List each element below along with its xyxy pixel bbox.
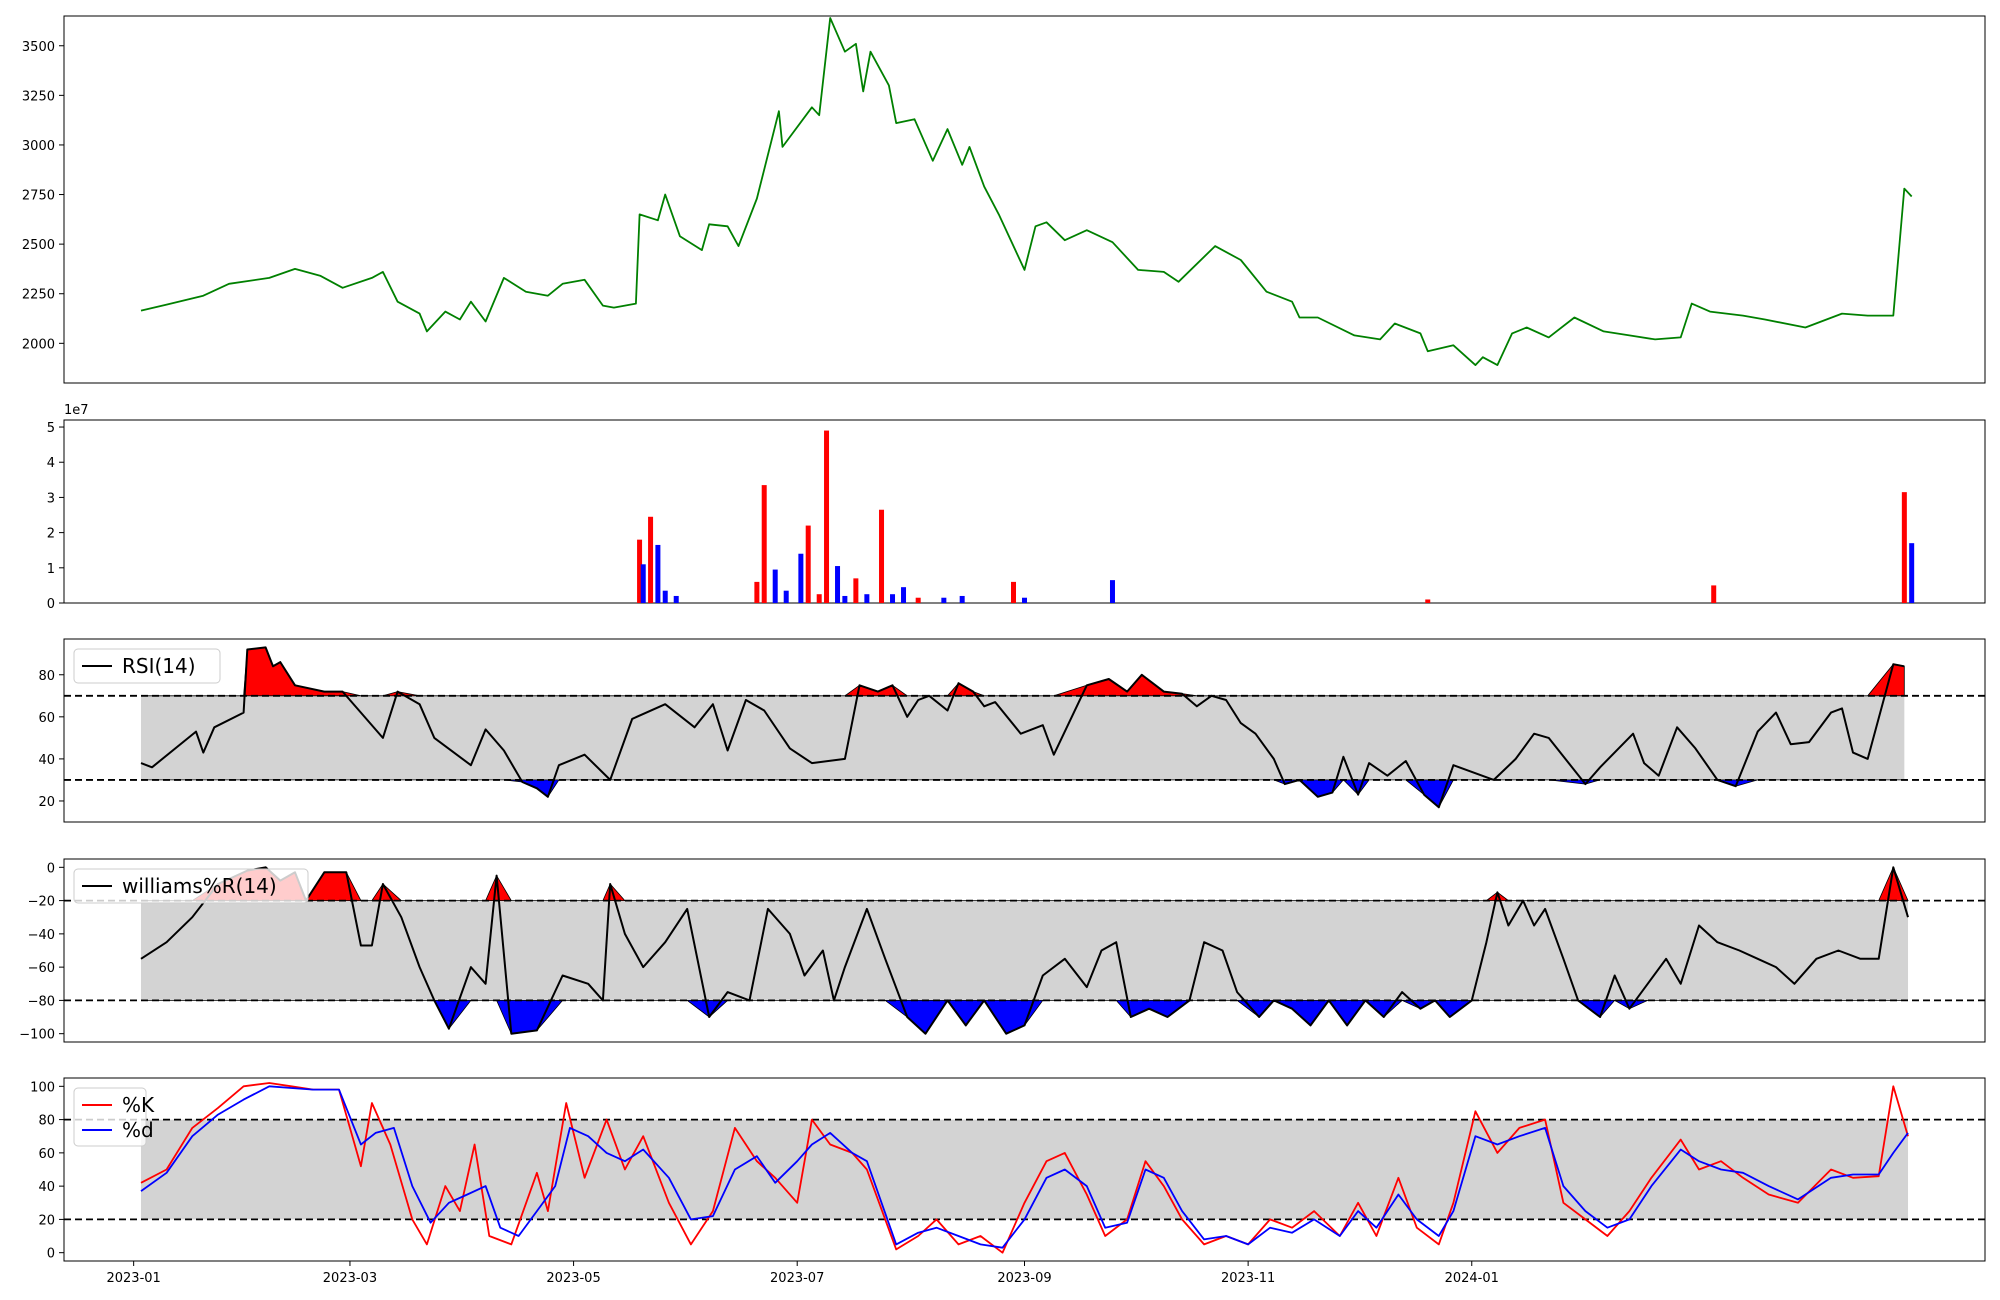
volume-bar: [941, 597, 947, 603]
volume-bar: [842, 595, 848, 603]
williams-frame: [63, 858, 1986, 1043]
volume-bar: [673, 595, 679, 603]
volume-bar: [637, 539, 643, 603]
volume-offset-label: 1e7: [64, 403, 89, 418]
volume-bar: [835, 566, 841, 603]
rsi-frame: [63, 638, 1986, 823]
y-tick-label: 2500: [22, 238, 55, 253]
y-tick-label: 80: [38, 669, 55, 684]
y-tick-label: −80: [28, 994, 55, 1009]
volume-bar: [798, 553, 804, 603]
x-tick-label: 2023-09: [997, 1271, 1051, 1286]
volume-bar: [648, 516, 654, 603]
volume-bar: [1909, 543, 1915, 603]
price-line: [140, 17, 1913, 367]
volume-bar: [864, 594, 870, 603]
y-tick-label: 3: [47, 491, 55, 506]
d-line: [140, 1085, 1909, 1249]
volume-bar: [959, 595, 965, 603]
y-tick-label: 3000: [22, 139, 55, 154]
y-tick-label: 40: [38, 1180, 55, 1195]
legend-label: williams%R(14): [122, 874, 277, 898]
x-tick-label: 2023-11: [1221, 1271, 1275, 1286]
y-tick-label: 0: [47, 1247, 55, 1262]
y-tick-label: 2000: [22, 337, 55, 352]
y-tick-label: −100: [19, 1028, 55, 1043]
volume-bar: [655, 544, 661, 603]
legend-label: RSI(14): [122, 654, 196, 678]
x-tick-label: 2023-05: [546, 1271, 600, 1286]
volume-bar: [853, 578, 859, 603]
volume-bar: [1022, 597, 1027, 603]
y-tick-label: 100: [30, 1080, 55, 1095]
y-tick-label: 3500: [22, 40, 55, 55]
volume-bar: [1901, 492, 1907, 603]
x-axis: 2023-01 2023-03 2023-05 2023-07 2023-09 2023-…: [106, 1261, 1499, 1286]
rsi-panel: 20 40 60 80 RSI(14): [38, 638, 1986, 823]
legend-box: [73, 648, 221, 684]
volume-bar: [816, 594, 822, 603]
volume-bar: [1425, 599, 1431, 603]
legend-box: [73, 1087, 147, 1147]
legend-box: [73, 868, 309, 904]
y-tick-label: 2250: [22, 288, 55, 303]
y-tick-label: 60: [38, 1147, 55, 1162]
x-tick-label: 2023-03: [323, 1271, 377, 1286]
x-tick-label: 2023-07: [770, 1271, 824, 1286]
price-frame: [63, 15, 1986, 384]
volume-bar: [783, 590, 789, 603]
volume-bar: [824, 430, 830, 603]
volume-bar: [761, 485, 767, 603]
volume-bar: [879, 509, 885, 603]
neutral-band: [140, 900, 1909, 1001]
volume-bar: [901, 587, 907, 603]
williams-panel: 0 −20 −40 −60 −80 −100 williams%R(14): [19, 858, 1986, 1043]
x-tick-label: 2023-01: [106, 1271, 160, 1286]
volume-bar: [640, 564, 646, 603]
y-tick-label: 2: [47, 527, 55, 542]
x-tick-label: 2024-01: [1445, 1271, 1499, 1286]
y-tick-label: 5: [47, 421, 55, 436]
y-tick-label: −40: [28, 928, 55, 943]
y-tick-label: 1: [47, 562, 55, 577]
volume-bar: [662, 590, 668, 603]
volume-bar: [754, 581, 760, 603]
rsi-line: [140, 646, 1905, 809]
volume-panel: 0 1 2 3 4 5 1e7: [47, 403, 1986, 612]
volume-bar: [1011, 581, 1017, 603]
legend-label: %d: [122, 1118, 154, 1142]
y-tick-label: 3250: [22, 89, 55, 104]
volume-bar: [1109, 580, 1115, 603]
y-tick-label: 80: [38, 1114, 55, 1129]
legend-label: %K: [122, 1093, 155, 1117]
y-tick-label: 60: [38, 711, 55, 726]
volume-bar: [805, 525, 811, 603]
y-tick-label: −60: [28, 961, 55, 976]
y-tick-label: −20: [28, 895, 55, 910]
volume-bar: [1711, 585, 1717, 603]
y-tick-label: 4: [47, 456, 55, 471]
volume-bar: [915, 597, 921, 603]
k-line: [140, 1082, 1909, 1254]
neutral-band: [140, 695, 1905, 780]
volume-bar: [772, 569, 778, 603]
price-panel: 2000 2250 2500 2750 3000 3250 3500: [22, 15, 1986, 384]
y-tick-label: 0: [47, 861, 55, 876]
y-tick-label: 40: [38, 753, 55, 768]
y-tick-label: 20: [38, 795, 55, 810]
y-tick-label: 0: [47, 597, 55, 612]
y-tick-label: 20: [38, 1213, 55, 1228]
volume-bar: [890, 594, 896, 603]
williams-line: [140, 866, 1909, 1035]
y-tick-label: 2750: [22, 189, 55, 204]
